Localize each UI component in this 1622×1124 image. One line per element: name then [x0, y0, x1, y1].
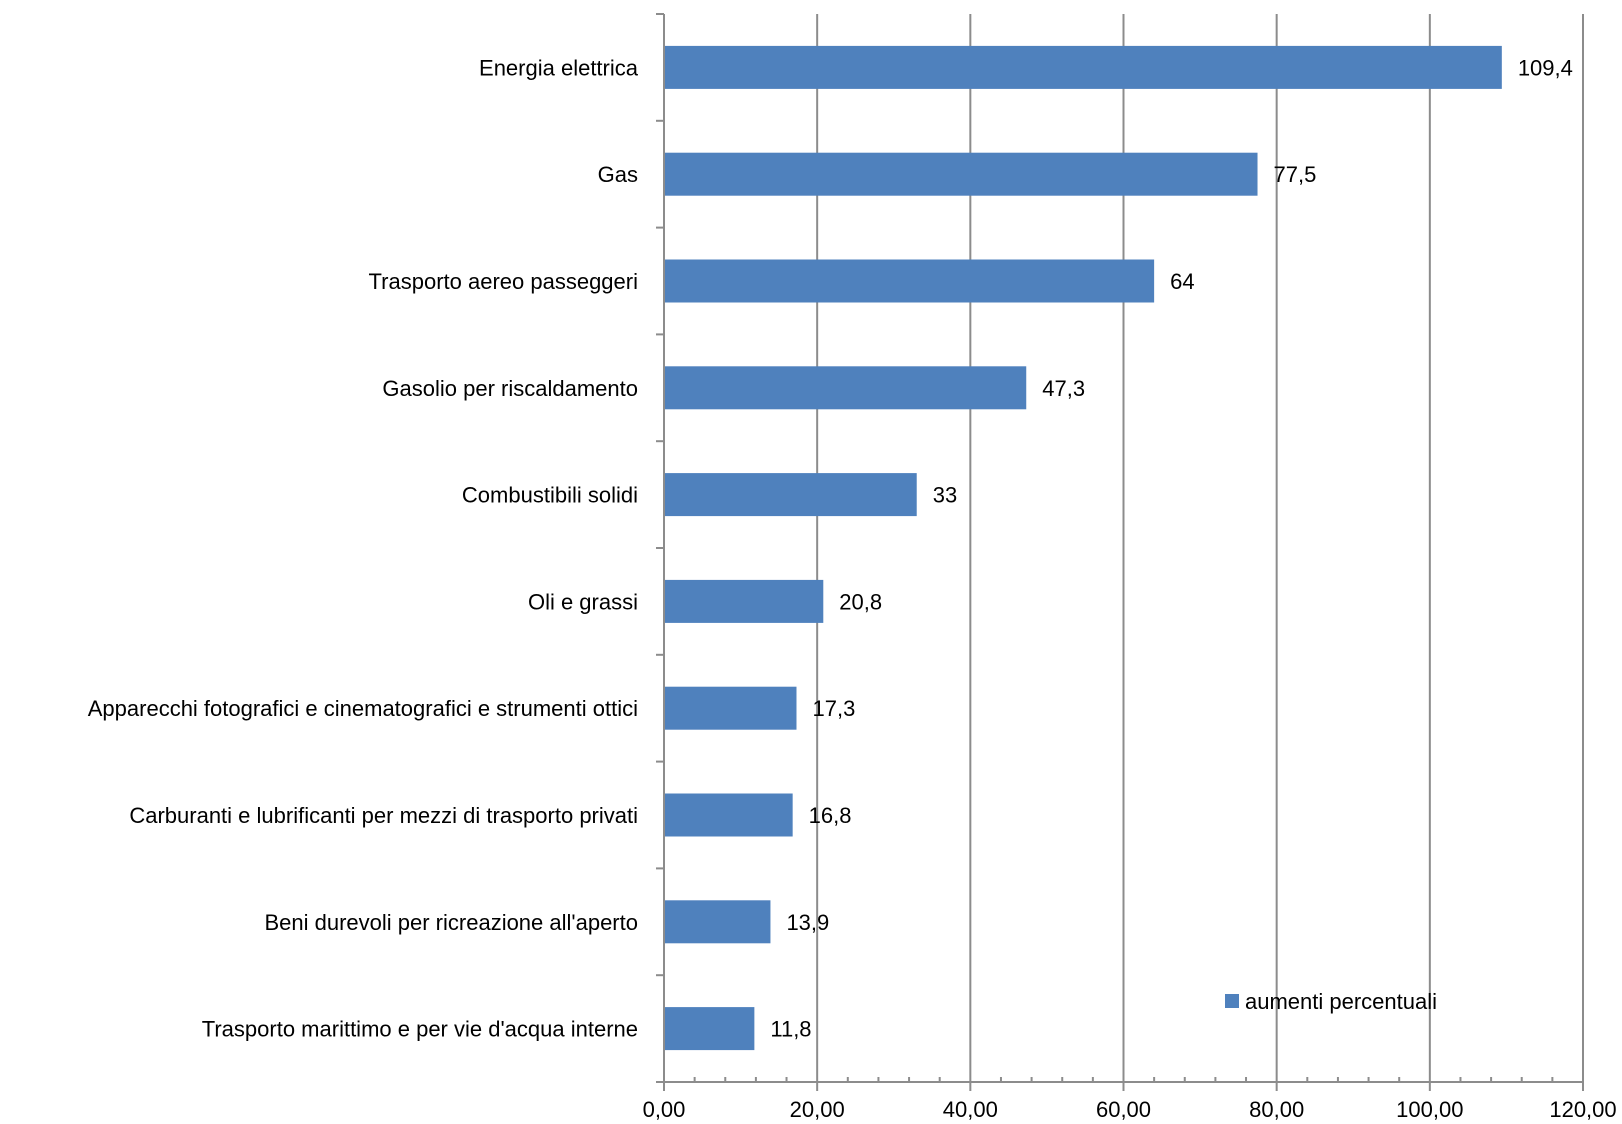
data-label: 17,3: [812, 696, 855, 721]
category-labels: Energia elettrica Gas Trasporto aereo pass…: [88, 55, 639, 1041]
bar: [664, 1007, 755, 1051]
x-tick-label: 20,00: [790, 1097, 845, 1122]
data-label: 13,9: [786, 910, 829, 935]
axes: [656, 13, 1584, 1091]
x-tick-labels: 0,00 20,00 40,00 60,00 80,00 100,00 120,00: [643, 1097, 1617, 1122]
bar: [664, 473, 917, 517]
bar: [664, 45, 1502, 89]
bar: [664, 793, 793, 837]
category-label: Energia elettrica: [479, 55, 639, 80]
legend-swatch: [1225, 994, 1239, 1008]
data-label: 47,3: [1042, 376, 1085, 401]
data-label: 16,8: [809, 803, 852, 828]
data-label: 20,8: [839, 589, 882, 614]
bar: [664, 579, 824, 623]
category-label: Trasporto aereo passeggeri: [369, 269, 638, 294]
data-label: 77,5: [1274, 162, 1317, 187]
bar: [664, 900, 771, 944]
x-tick-label: 100,00: [1396, 1097, 1463, 1122]
data-label: 11,8: [770, 1017, 811, 1042]
category-label: Gasolio per riscaldamento: [382, 376, 638, 401]
category-label: Gas: [598, 162, 638, 187]
data-label: 109,4: [1518, 55, 1573, 80]
bar: [664, 259, 1155, 303]
bar: [664, 152, 1258, 196]
bar: [664, 366, 1027, 410]
bars: [664, 45, 1502, 1051]
category-label: Combustibili solidi: [462, 483, 638, 508]
x-tick-label: 120,00: [1549, 1097, 1616, 1122]
bar: [664, 686, 797, 730]
category-label: Beni durevoli per ricreazione all'aperto: [264, 910, 638, 935]
category-label: Carburanti e lubrificanti per mezzi di t…: [129, 803, 638, 828]
legend-label: aumenti percentuali: [1245, 989, 1437, 1014]
legend: aumenti percentuali: [1225, 989, 1437, 1014]
x-tick-label: 60,00: [1096, 1097, 1151, 1122]
category-label: Apparecchi fotografici e cinematografici…: [88, 696, 638, 721]
data-label: 33: [933, 483, 957, 508]
x-tick-label: 0,00: [643, 1097, 686, 1122]
x-tick-label: 40,00: [943, 1097, 998, 1122]
x-tick-label: 80,00: [1249, 1097, 1304, 1122]
category-label: Oli e grassi: [528, 589, 638, 614]
data-label: 64: [1170, 269, 1194, 294]
category-label: Trasporto marittimo e per vie d'acqua in…: [202, 1017, 638, 1042]
data-labels: 109,4 77,5 64 47,3 33 20,8 17,3 16,8 13,9 11,8: [770, 55, 1573, 1041]
